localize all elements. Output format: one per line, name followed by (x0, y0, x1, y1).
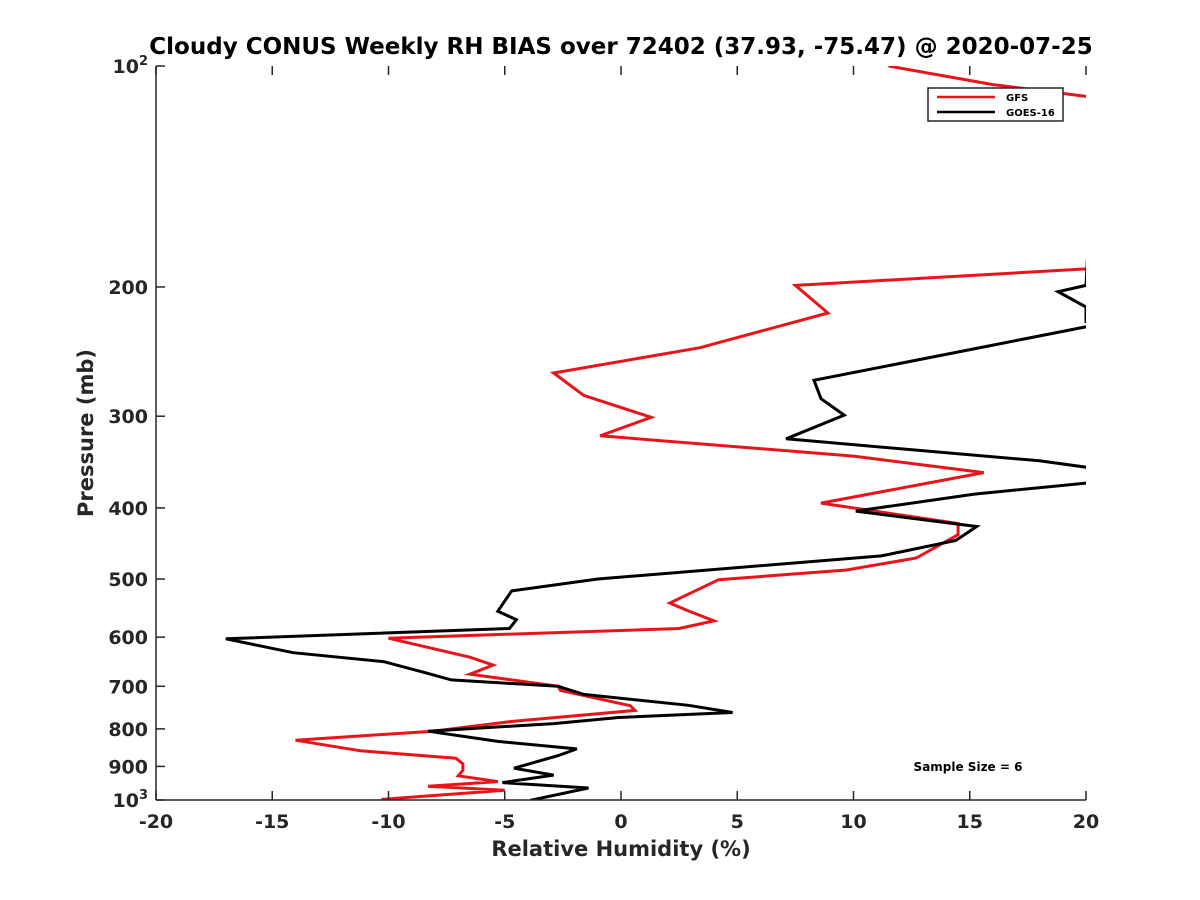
x-tick-label: 5 (731, 811, 744, 833)
y-tick-label: 800 (108, 719, 148, 741)
x-tick-label: 15 (957, 811, 983, 833)
y-tick-label: 600 (108, 627, 148, 649)
x-tick-label: -10 (371, 811, 405, 833)
y-tick-label: 102 (113, 54, 149, 78)
x-tick-label: 20 (1073, 811, 1099, 833)
chart-title: Cloudy CONUS Weekly RH BIAS over 72402 (… (149, 34, 1092, 60)
x-axis-label: Relative Humidity (%) (491, 837, 750, 861)
y-tick-label: 900 (108, 756, 148, 778)
x-tick-label: 10 (840, 811, 866, 833)
axis-ticks: -20 -15 -10 -5 0 5 10 15 20 102 200 300 400 500 600 700… (108, 54, 1099, 833)
legend-box (927, 87, 1064, 122)
series-line-goes-16 (225, 66, 1086, 800)
y-tick-label: 103 (113, 788, 149, 812)
y-tick-label: 700 (108, 676, 148, 698)
series-line-gfs (295, 66, 1086, 800)
plot-series (225, 66, 1086, 800)
y-tick-label: 200 (108, 277, 148, 299)
y-tick-label: 300 (108, 406, 148, 428)
x-tick-label: -5 (494, 811, 515, 833)
plot-axes (155, 66, 1086, 801)
x-tick-label: 0 (614, 811, 627, 833)
y-tick-label: 400 (108, 498, 148, 520)
y-axis-label: Pressure (mb) (74, 349, 98, 517)
sample-size-annotation: Sample Size = 6 (914, 760, 1023, 774)
x-tick-label: -20 (139, 811, 173, 833)
legend-label-goes16: GOES-16 (1006, 108, 1055, 119)
legend-label-gfs: GFS (1006, 93, 1028, 104)
x-tick-label: -15 (255, 811, 289, 833)
legend: GFS GOES-16 (927, 87, 1064, 122)
y-tick-label: 500 (108, 569, 148, 591)
